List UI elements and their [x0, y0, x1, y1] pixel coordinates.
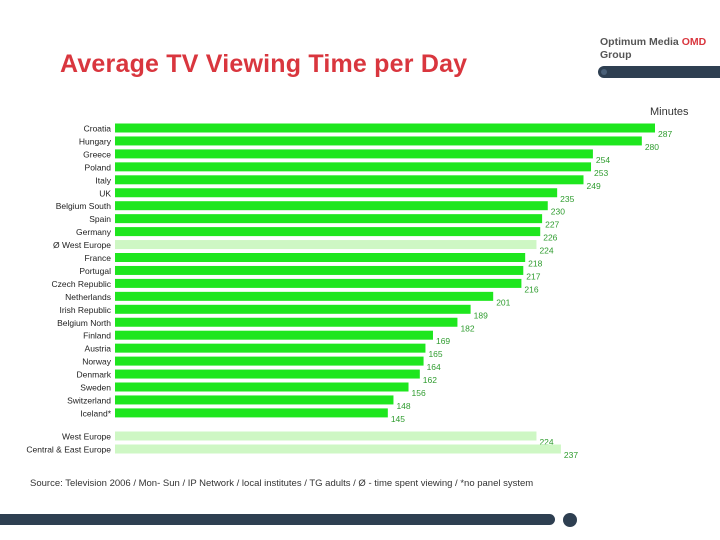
- country-bar-15: [115, 317, 458, 327]
- country-bar-22: [115, 408, 388, 418]
- footer-dot: [563, 513, 577, 527]
- country-category-label-16: Finland: [83, 331, 111, 341]
- country-category-label-15: Belgium North: [57, 318, 111, 328]
- logo-bar-highlight: [601, 69, 607, 75]
- country-category-label-5: UK: [99, 188, 111, 198]
- country-bar-1: [115, 136, 642, 146]
- country-value-label-4: 249: [587, 181, 601, 191]
- country-value-label-15: 182: [460, 323, 474, 333]
- country-bar-18: [115, 356, 424, 366]
- country-value-label-0: 287: [658, 129, 672, 139]
- country-category-label-1: Hungary: [79, 136, 112, 146]
- country-bar-8: [115, 227, 541, 237]
- country-bar-11: [115, 265, 524, 275]
- logo-text: Optimum Media OMD: [600, 36, 707, 48]
- country-bar-2: [115, 149, 593, 159]
- logo-bar: [598, 66, 720, 78]
- country-category-label-11: Portugal: [79, 266, 111, 276]
- source-note: Source: Television 2006 / Mon- Sun / IP …: [30, 478, 534, 489]
- country-value-label-1: 280: [645, 142, 659, 152]
- country-value-label-2: 254: [596, 155, 610, 165]
- unit-label: Minutes: [650, 106, 689, 118]
- country-bar-5: [115, 188, 558, 198]
- country-value-label-5: 235: [560, 194, 574, 204]
- country-bar-20: [115, 382, 409, 392]
- summary-value-label-1: 237: [564, 450, 578, 460]
- country-value-label-12: 216: [524, 284, 538, 294]
- country-value-label-14: 189: [474, 310, 488, 320]
- country-value-label-11: 217: [526, 271, 540, 281]
- country-bar-14: [115, 304, 471, 314]
- country-value-label-16: 169: [436, 336, 450, 346]
- country-value-label-18: 164: [427, 362, 441, 372]
- country-category-label-0: Croatia: [84, 124, 112, 134]
- country-category-label-13: Netherlands: [65, 292, 111, 302]
- country-value-label-3: 253: [594, 168, 608, 178]
- country-value-label-9: 224: [539, 246, 553, 256]
- company-logo: Optimum Media OMD Group: [598, 34, 720, 84]
- country-bar-6: [115, 201, 548, 211]
- country-bar-19: [115, 369, 420, 379]
- country-bar-0: [115, 123, 655, 133]
- country-value-label-7: 227: [545, 220, 559, 230]
- country-bar-21: [115, 395, 394, 405]
- country-category-label-22: Iceland*: [80, 408, 111, 418]
- country-category-label-4: Italy: [95, 175, 111, 185]
- country-bar-7: [115, 214, 543, 224]
- country-value-label-10: 218: [528, 259, 542, 269]
- country-category-label-17: Austria: [85, 344, 112, 354]
- country-value-label-6: 230: [551, 207, 565, 217]
- country-category-label-19: Denmark: [77, 370, 112, 380]
- country-value-label-8: 226: [543, 233, 557, 243]
- country-value-label-22: 145: [391, 414, 405, 424]
- country-value-label-19: 162: [423, 375, 437, 385]
- country-category-label-6: Belgium South: [56, 201, 112, 211]
- footer-bar: [0, 514, 555, 525]
- country-category-label-14: Irish Republic: [60, 305, 112, 315]
- country-category-label-8: Germany: [76, 227, 112, 237]
- country-category-label-9: Ø West Europe: [53, 240, 111, 250]
- country-bar-3: [115, 162, 592, 172]
- country-category-label-3: Poland: [85, 162, 112, 172]
- country-category-label-7: Spain: [89, 214, 111, 224]
- country-value-label-17: 165: [428, 349, 442, 359]
- bar-chart: Croatia 287 Hungary 280 Greece 254 Poland 253 It…: [26, 123, 672, 460]
- country-bar-4: [115, 175, 584, 185]
- country-bar-13: [115, 291, 494, 301]
- country-bar-17: [115, 343, 426, 353]
- country-bar-9: [115, 240, 537, 250]
- country-bar-12: [115, 278, 522, 288]
- country-bar-10: [115, 253, 526, 262]
- country-category-label-20: Sweden: [80, 383, 111, 393]
- country-category-label-18: Norway: [82, 357, 112, 367]
- country-category-label-21: Switzerland: [67, 395, 111, 405]
- country-bar-16: [115, 330, 433, 340]
- logo-omd: OMD: [681, 36, 707, 48]
- summary-value-label-0: 224: [539, 437, 553, 447]
- page-title: Average TV Viewing Time per Day: [60, 50, 468, 78]
- summary-bar-0: [115, 431, 537, 441]
- country-value-label-13: 201: [496, 297, 510, 307]
- country-value-label-21: 148: [396, 401, 410, 411]
- summary-category-label-0: West Europe: [62, 432, 111, 442]
- country-category-label-10: France: [85, 253, 112, 263]
- logo-subtext: Group: [600, 49, 632, 61]
- summary-category-label-1: Central & East Europe: [26, 445, 111, 455]
- country-value-label-20: 156: [412, 388, 426, 398]
- country-category-label-2: Greece: [83, 149, 111, 159]
- summary-bar-1: [115, 444, 561, 454]
- country-category-label-12: Czech Republic: [51, 279, 111, 289]
